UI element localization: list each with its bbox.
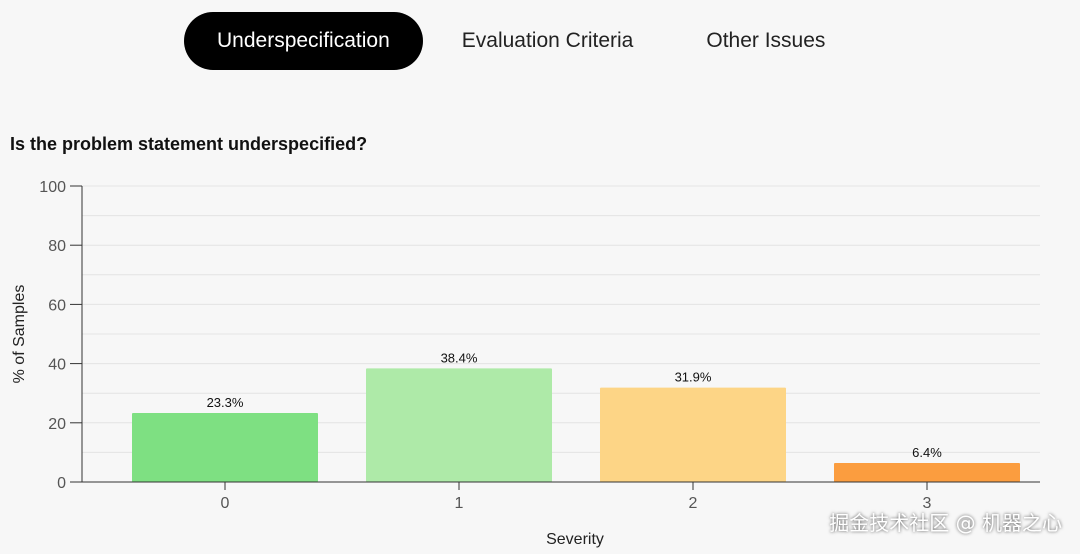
y-tick-label: 40 (48, 357, 66, 374)
x-tick-label: 2 (689, 495, 698, 512)
bar-value-label: 6.4% (912, 445, 942, 460)
y-axis-title: % of Samples (11, 285, 28, 384)
tab-bar: Underspecification Evaluation Criteria O… (184, 12, 825, 70)
y-tick-label: 0 (57, 475, 66, 492)
y-tick-label: 80 (48, 238, 66, 255)
x-axis-ticks: 0 1 2 3 (221, 482, 932, 512)
x-tick-label: 3 (923, 495, 932, 512)
bar (132, 413, 318, 482)
bar (366, 368, 552, 482)
y-tick-label: 60 (48, 297, 66, 314)
chart-question: Is the problem statement underspecified? (10, 134, 368, 154)
x-tick-label: 0 (221, 495, 230, 512)
gridlines (82, 185, 1040, 453)
bar-value-label: 38.4% (441, 350, 478, 365)
bar-value-label: 23.3% (207, 395, 244, 410)
y-axis-ticks: 0 20 40 60 80 100 (39, 179, 82, 492)
bars: 23.3% 38.4% 31.9% 6.4% (132, 350, 1020, 482)
tab-underspecification[interactable]: Underspecification (184, 12, 423, 70)
tab-evaluation-criteria[interactable]: Evaluation Criteria (461, 29, 634, 52)
tab-other-issues[interactable]: Other Issues (706, 29, 826, 52)
x-axis-title: Severity (546, 531, 604, 548)
x-tick-label: 1 (455, 495, 464, 512)
watermark: 掘金技术社区 @ 机器之心 (829, 511, 1062, 535)
bar (834, 463, 1020, 482)
bar-value-label: 31.9% (675, 370, 712, 385)
y-tick-label: 20 (48, 416, 66, 433)
y-tick-label: 100 (39, 179, 66, 196)
bar (600, 387, 786, 482)
